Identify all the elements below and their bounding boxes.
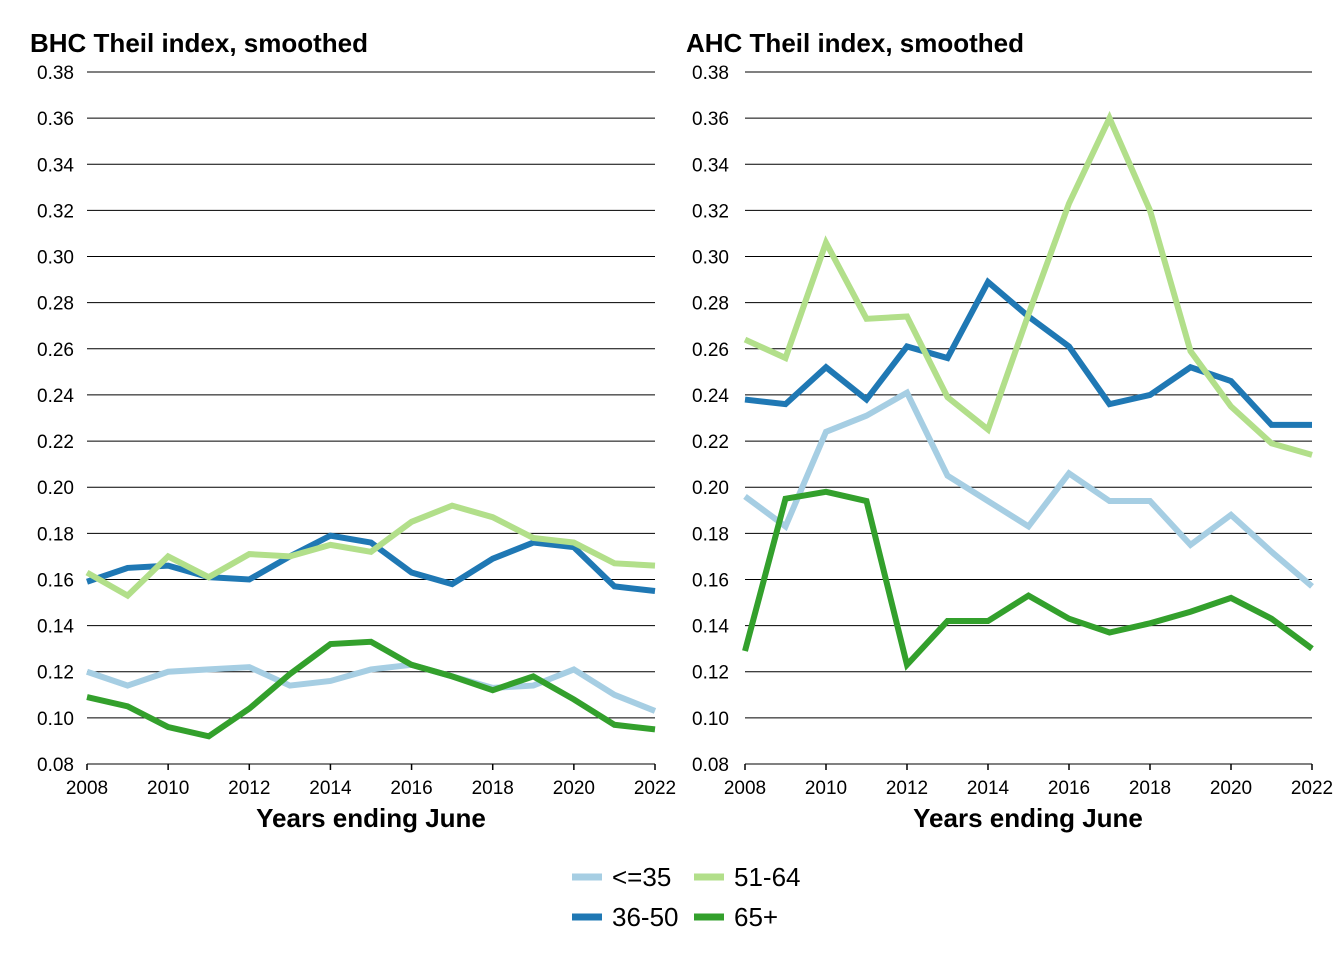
ahc-x-tick-label: 2008 xyxy=(724,778,766,799)
ahc-x-tick-label: 2010 xyxy=(805,778,847,799)
legend-label-le35: <=35 xyxy=(612,862,671,892)
bhc-y-tick-label: 0.30 xyxy=(37,248,74,269)
bhc-x-axis-label: Years ending June xyxy=(256,803,486,833)
bhc-x-tick-label: 2020 xyxy=(553,778,595,799)
bhc-series-line-65plus xyxy=(86,638,656,740)
bhc-y-tick-label: 0.10 xyxy=(37,709,74,730)
bhc-series-line-51-64 xyxy=(85,502,656,600)
ahc-y-tick-label: 0.30 xyxy=(692,248,729,269)
ahc-x-tick-label: 2012 xyxy=(886,778,928,799)
bhc-y-tick-label: 0.32 xyxy=(37,201,74,222)
ahc-panel: 0.08 0.10 0.12 0.14 0.16 0.18 0.20 0.22 0.24 0.26… xyxy=(686,28,1333,833)
ahc-series-line-le35 xyxy=(743,388,1314,589)
ahc-y-tick-label: 0.14 xyxy=(692,617,729,638)
bhc-x-tick-label: 2022 xyxy=(634,778,676,799)
bhc-y-tick-label: 0.22 xyxy=(37,432,74,453)
ahc-y-tick-label: 0.34 xyxy=(692,155,729,176)
bhc-y-tick-label: 0.34 xyxy=(37,155,74,176)
ahc-y-tick-label: 0.28 xyxy=(692,294,729,315)
bhc-y-tick-label: 0.08 xyxy=(37,755,74,776)
bhc-chart-title: BHC Theil index, smoothed xyxy=(30,28,368,58)
ahc-y-tick-label: 0.24 xyxy=(692,386,729,407)
bhc-y-tick-label: 0.12 xyxy=(37,663,74,684)
bhc-y-tick-label: 0.18 xyxy=(37,524,74,545)
ahc-y-tick-label: 0.36 xyxy=(692,109,729,130)
bhc-y-tick-label: 0.24 xyxy=(37,386,74,407)
ahc-series-line-65plus xyxy=(742,488,1314,671)
bhc-x-tick-label: 2012 xyxy=(228,778,270,799)
ahc-y-tick-label: 0.18 xyxy=(692,524,729,545)
ahc-x-tick-label: 2020 xyxy=(1210,778,1252,799)
ahc-y-tick-label: 0.12 xyxy=(692,663,729,684)
ahc-y-tick-label: 0.38 xyxy=(692,63,729,84)
legend: <=35 51-64 36-50 65+ xyxy=(572,862,801,932)
bhc-y-tick-label: 0.38 xyxy=(37,63,74,84)
ahc-x-tick-label: 2016 xyxy=(1048,778,1090,799)
ahc-y-tick-label: 0.22 xyxy=(692,432,729,453)
bhc-x-tick-label: 2016 xyxy=(390,778,432,799)
bhc-x-tick-label: 2010 xyxy=(147,778,189,799)
ahc-x-axis-label: Years ending June xyxy=(913,803,1143,833)
bhc-y-tick-label: 0.16 xyxy=(37,570,74,591)
bhc-series-line-le35 xyxy=(86,661,657,714)
bhc-series-line-36-50 xyxy=(86,532,656,594)
bhc-y-tick-label: 0.26 xyxy=(37,340,74,361)
legend-label-65plus: 65+ xyxy=(734,902,778,932)
bhc-y-tick-label: 0.28 xyxy=(37,294,74,315)
ahc-y-tick-label: 0.16 xyxy=(692,570,729,591)
bhc-panel: 0.08 0.10 0.12 0.14 0.16 0.18 0.20 0.22 0.24 0.26… xyxy=(30,28,676,833)
ahc-y-tick-label: 0.26 xyxy=(692,340,729,361)
ahc-y-tick-label: 0.32 xyxy=(692,201,729,222)
ahc-x-tick-label: 2018 xyxy=(1129,778,1171,799)
ahc-series-line-51-64 xyxy=(743,110,1313,458)
ahc-y-tick-label: 0.20 xyxy=(692,478,729,499)
ahc-y-tick-label: 0.08 xyxy=(692,755,729,776)
bhc-x-tick-label: 2018 xyxy=(472,778,514,799)
ahc-x-tick-label: 2014 xyxy=(967,778,1010,799)
bhc-x-tick-label: 2014 xyxy=(309,778,352,799)
legend-label-51-64: 51-64 xyxy=(734,862,801,892)
bhc-y-tick-label: 0.36 xyxy=(37,109,74,130)
bhc-y-tick-label: 0.20 xyxy=(37,478,74,499)
ahc-x-tick-label: 2022 xyxy=(1291,778,1333,799)
ahc-y-tick-label: 0.10 xyxy=(692,709,729,730)
ahc-chart-title: AHC Theil index, smoothed xyxy=(686,28,1024,58)
bhc-x-tick-label: 2008 xyxy=(66,778,108,799)
legend-label-36-50: 36-50 xyxy=(612,902,679,932)
bhc-y-tick-label: 0.14 xyxy=(37,617,74,638)
